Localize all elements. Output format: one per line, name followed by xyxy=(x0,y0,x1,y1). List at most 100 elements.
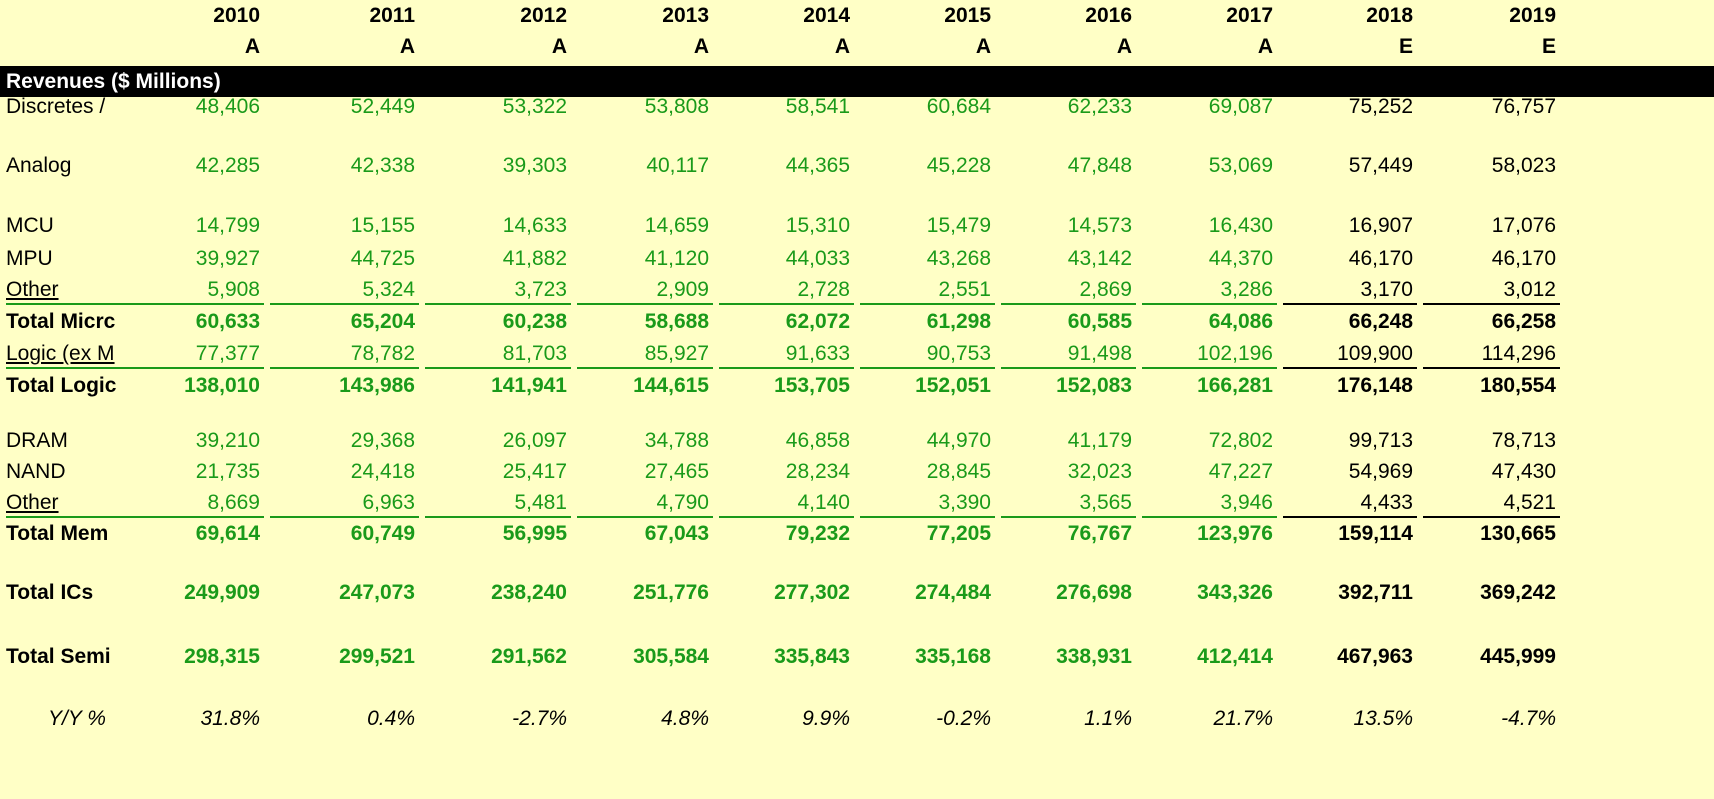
table-cell: 25,417 xyxy=(502,460,567,483)
table-cell: 274,484 xyxy=(915,581,991,604)
table-cell: 5,481 xyxy=(514,491,567,514)
subtotal-rule xyxy=(1142,516,1277,518)
subtotal-rule xyxy=(1001,367,1136,369)
subtotal-rule xyxy=(577,367,713,369)
subtotal-rule xyxy=(1423,367,1560,369)
subtotal-rule xyxy=(1142,303,1277,305)
table-cell: 343,326 xyxy=(1197,581,1273,604)
subtotal-rule xyxy=(6,516,264,518)
table-cell: 2,551 xyxy=(938,278,991,301)
table-cell: 249,909 xyxy=(184,581,260,604)
table-cell: 39,303 xyxy=(502,154,567,177)
table-cell: 46,170 xyxy=(1491,247,1556,270)
table-cell: 16,430 xyxy=(1208,214,1273,237)
table-cell: 39,927 xyxy=(195,247,260,270)
table-cell: 79,232 xyxy=(785,522,850,545)
table-cell: 5,908 xyxy=(207,278,260,301)
table-cell: 41,120 xyxy=(644,247,709,270)
table-cell: 43,268 xyxy=(926,247,991,270)
table-cell: 123,976 xyxy=(1197,522,1273,545)
table-cell: 238,240 xyxy=(491,581,567,604)
table-cell: 47,430 xyxy=(1491,460,1556,483)
subtotal-rule xyxy=(860,516,995,518)
table-cell: 143,986 xyxy=(339,374,415,397)
table-cell: 69,614 xyxy=(195,522,260,545)
table-cell: 5,324 xyxy=(362,278,415,301)
table-cell: 76,757 xyxy=(1491,95,1556,118)
table-cell: 3,565 xyxy=(1079,491,1132,514)
yoy-cell: 1.1% xyxy=(1084,707,1132,730)
table-cell: 16,907 xyxy=(1348,214,1413,237)
year-header: 2018 xyxy=(1366,4,1413,27)
table-cell: 45,228 xyxy=(926,154,991,177)
subtotal-rule xyxy=(860,367,995,369)
table-cell: 369,242 xyxy=(1480,581,1556,604)
table-cell: 32,023 xyxy=(1067,460,1132,483)
actual-estimate-flag: A xyxy=(244,35,260,58)
table-cell: 247,073 xyxy=(339,581,415,604)
table-cell: 76,767 xyxy=(1067,522,1132,545)
table-cell: 28,845 xyxy=(926,460,991,483)
table-cell: 467,963 xyxy=(1337,645,1413,668)
table-cell: 58,023 xyxy=(1491,154,1556,177)
table-cell: 39,210 xyxy=(195,429,260,452)
table-cell: 305,584 xyxy=(633,645,709,668)
table-cell: 277,302 xyxy=(774,581,850,604)
subtotal-rule xyxy=(1142,367,1277,369)
table-cell: 27,465 xyxy=(644,460,709,483)
subtotal-rule xyxy=(6,367,264,369)
table-cell: 4,140 xyxy=(797,491,850,514)
row-label: Other xyxy=(6,278,59,301)
table-cell: 392,711 xyxy=(1338,581,1413,604)
table-cell: 166,281 xyxy=(1197,374,1273,397)
table-cell: 3,286 xyxy=(1220,278,1273,301)
table-cell: 176,148 xyxy=(1337,374,1413,397)
yoy-label: Y/Y % xyxy=(48,707,106,730)
table-cell: 62,233 xyxy=(1067,95,1132,118)
table-cell: 47,848 xyxy=(1067,154,1132,177)
row-label: Total Micrc xyxy=(6,310,116,333)
table-cell: 46,170 xyxy=(1348,247,1413,270)
table-cell: 91,498 xyxy=(1067,342,1132,365)
yoy-cell: 0.4% xyxy=(367,707,415,730)
table-cell: 4,433 xyxy=(1360,491,1413,514)
table-cell: 43,142 xyxy=(1067,247,1132,270)
year-header: 2011 xyxy=(369,4,415,27)
year-header: 2013 xyxy=(662,4,709,27)
table-cell: 15,155 xyxy=(350,214,415,237)
table-cell: 44,725 xyxy=(350,247,415,270)
table-cell: 62,072 xyxy=(785,310,850,333)
row-label: Total ICs xyxy=(6,581,94,604)
actual-estimate-flag: A xyxy=(551,35,567,58)
table-cell: 81,703 xyxy=(502,342,567,365)
row-label: Discretes / xyxy=(6,95,106,118)
table-cell: 58,688 xyxy=(644,310,709,333)
year-header: 2015 xyxy=(944,4,991,27)
subtotal-rule xyxy=(425,303,571,305)
table-cell: 72,802 xyxy=(1208,429,1273,452)
table-cell: 60,684 xyxy=(926,95,991,118)
table-cell: 17,076 xyxy=(1491,214,1556,237)
table-cell: 299,521 xyxy=(339,645,415,668)
actual-estimate-flag: A xyxy=(1116,35,1132,58)
subtotal-rule xyxy=(1423,303,1560,305)
table-cell: 141,941 xyxy=(491,374,567,397)
table-cell: 54,969 xyxy=(1348,460,1413,483)
actual-estimate-flag: A xyxy=(693,35,709,58)
subtotal-rule xyxy=(270,303,419,305)
table-cell: 52,449 xyxy=(350,95,415,118)
year-header: 2012 xyxy=(520,4,567,27)
table-cell: 77,377 xyxy=(195,342,260,365)
actual-estimate-flag: A xyxy=(975,35,991,58)
table-cell: 3,390 xyxy=(938,491,991,514)
table-cell: 47,227 xyxy=(1208,460,1273,483)
table-cell: 14,573 xyxy=(1067,214,1132,237)
table-cell: 28,234 xyxy=(785,460,850,483)
table-cell: 57,449 xyxy=(1348,154,1413,177)
yoy-cell: -0.2% xyxy=(936,707,991,730)
yoy-cell: 9.9% xyxy=(802,707,850,730)
table-cell: 159,114 xyxy=(1338,522,1413,545)
table-cell: 60,585 xyxy=(1067,310,1132,333)
table-cell: 14,633 xyxy=(502,214,567,237)
table-cell: 75,252 xyxy=(1348,95,1413,118)
